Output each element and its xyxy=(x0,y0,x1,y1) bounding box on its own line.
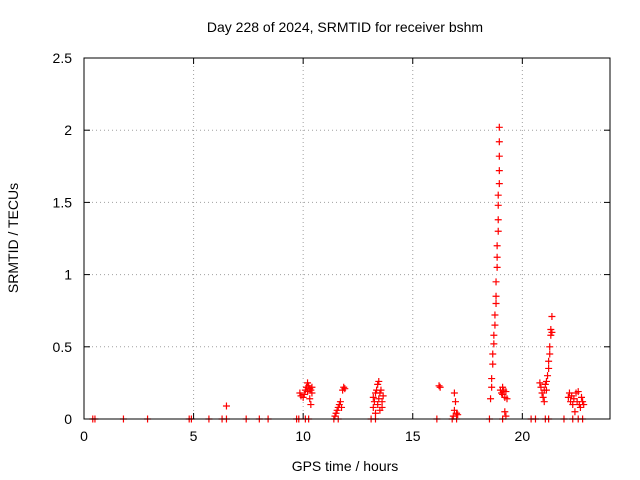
grid xyxy=(84,58,610,419)
data-point xyxy=(495,123,503,131)
data-point xyxy=(571,408,579,416)
data-point xyxy=(488,383,496,391)
data-point xyxy=(546,350,554,358)
data-point xyxy=(377,386,385,394)
data-point xyxy=(495,180,503,188)
data-point xyxy=(494,227,502,235)
data-point xyxy=(539,393,547,401)
axis-ticks xyxy=(83,57,610,420)
data-point xyxy=(493,263,501,271)
data-point xyxy=(493,253,501,261)
data-point xyxy=(489,360,497,368)
data-point xyxy=(542,386,550,394)
data-point xyxy=(378,403,386,411)
x-tick-label: 0 xyxy=(80,428,88,444)
data-point xyxy=(490,331,498,339)
x-axis-label: GPS time / hours xyxy=(292,458,399,474)
data-point xyxy=(548,312,556,320)
y-tick-label: 1 xyxy=(64,267,72,283)
data-point xyxy=(307,401,315,409)
data-point xyxy=(491,311,499,319)
plot-frame xyxy=(83,57,611,420)
data-point xyxy=(379,392,387,400)
data-point xyxy=(375,377,383,385)
x-tick-label: 15 xyxy=(405,428,421,444)
data-point xyxy=(492,299,500,307)
y-tick-label: 1.5 xyxy=(53,194,73,210)
data-point xyxy=(503,395,511,403)
chart-title: Day 228 of 2024, SRMTID for receiver bsh… xyxy=(207,19,483,35)
data-point xyxy=(544,372,552,380)
data-point xyxy=(341,385,349,393)
data-points xyxy=(89,123,588,423)
data-point xyxy=(578,393,586,401)
x-tick-label: 10 xyxy=(295,428,311,444)
data-point xyxy=(369,393,377,401)
data-point xyxy=(542,377,550,385)
data-point xyxy=(487,395,495,403)
data-point xyxy=(336,398,344,406)
data-point xyxy=(495,167,503,175)
data-point xyxy=(545,357,553,365)
data-point xyxy=(492,292,500,300)
data-point xyxy=(450,389,458,397)
data-point xyxy=(451,398,459,406)
data-point xyxy=(501,408,509,416)
data-point xyxy=(340,383,348,391)
data-point xyxy=(493,242,501,250)
data-point xyxy=(545,364,553,372)
data-point xyxy=(536,379,544,387)
y-tick-label: 0 xyxy=(64,411,72,427)
y-tick-label: 0.5 xyxy=(53,339,73,355)
data-point xyxy=(574,388,582,396)
data-point xyxy=(569,401,577,409)
data-point xyxy=(308,383,316,391)
data-point xyxy=(435,382,443,390)
data-point xyxy=(495,138,503,146)
data-point xyxy=(488,375,496,383)
data-point xyxy=(338,403,346,411)
data-point xyxy=(436,383,444,391)
x-tick-label: 20 xyxy=(515,428,531,444)
data-point xyxy=(454,411,462,419)
data-point xyxy=(502,388,510,396)
data-point xyxy=(548,328,556,336)
tick-labels: 0 5 10 15 20 0 0.5 1 1.5 2 2.5 xyxy=(53,50,531,444)
data-point xyxy=(491,321,499,329)
data-point xyxy=(369,403,377,411)
data-point xyxy=(490,340,498,348)
y-tick-label: 2 xyxy=(64,122,72,138)
data-point xyxy=(489,350,497,358)
data-point xyxy=(494,191,502,199)
data-point xyxy=(374,401,382,409)
data-point xyxy=(564,393,572,401)
y-tick-label: 2.5 xyxy=(53,50,73,66)
data-point xyxy=(495,152,503,160)
data-point xyxy=(306,395,314,403)
data-point xyxy=(492,278,500,286)
data-point xyxy=(494,216,502,224)
data-point xyxy=(580,401,588,409)
data-point xyxy=(540,398,548,406)
data-point xyxy=(222,402,230,410)
x-tick-label: 5 xyxy=(190,428,198,444)
y-axis-label: SRMTID / TECUs xyxy=(5,183,21,293)
data-point xyxy=(546,343,554,351)
data-point xyxy=(494,201,502,209)
